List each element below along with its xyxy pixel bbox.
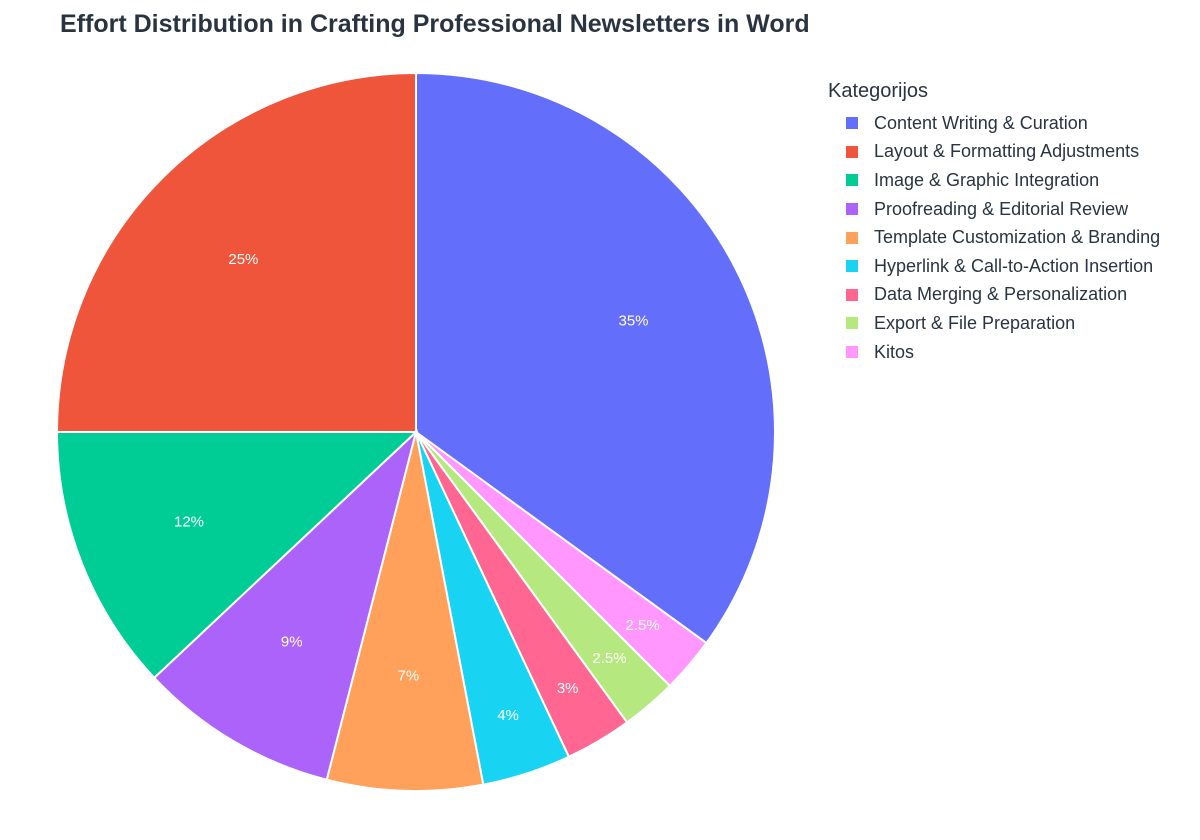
slice-label-kitos: 2.5%	[625, 617, 659, 634]
slice-label-hyperlink-and-call-to-action-insertion: 4%	[497, 707, 519, 724]
legend-swatch	[846, 145, 858, 158]
legend-swatch	[846, 174, 858, 187]
chart-title: Effort Distribution in Crafting Professi…	[60, 10, 810, 38]
legend-label: Hyperlink & Call-to-Action Insertion	[874, 255, 1154, 276]
legend-item-proofreading-and-editorial-review[interactable]: Proofreading & Editorial Review	[828, 195, 1198, 224]
slice-label-layout-and-formatting-adjustments: 25%	[228, 251, 258, 268]
legend-item-hyperlink-and-call-to-action-insertion[interactable]: Hyperlink & Call-to-Action Insertion	[828, 252, 1198, 281]
legend-swatch	[846, 117, 858, 130]
pie-slice-image-and-graphic-integration	[55, 431, 419, 680]
pie-slice-proofreading-and-editorial-review	[152, 428, 418, 781]
legend: Kategorijos Content Writing & Curation La…	[828, 80, 1198, 366]
legend-item-layout-and-formatting-adjustments[interactable]: Layout & Formatting Adjustments	[828, 138, 1198, 167]
legend-label: Data Merging & Personalization	[874, 284, 1128, 305]
pie-slice-template-customization-and-branding	[325, 431, 485, 792]
legend-item-data-merging-and-personalization[interactable]: Data Merging & Personalization	[828, 281, 1198, 310]
pie-slice-layout-and-formatting-adjustments	[55, 71, 417, 433]
slice-label-proofreading-and-editorial-review: 9%	[281, 634, 303, 651]
legend-label: Layout & Formatting Adjustments	[874, 141, 1140, 162]
legend-item-kitos[interactable]: Kitos	[828, 338, 1198, 367]
legend-label: Image & Graphic Integration	[874, 169, 1100, 190]
legend-swatch	[846, 317, 858, 330]
legend-swatch	[846, 288, 858, 301]
pie-chart: 35% 2.5% 2.5% 3% 4% 7% 9% 12% 25%	[55, 71, 776, 792]
slice-label-data-merging-and-personalization: 3%	[557, 680, 579, 697]
slice-label-image-and-graphic-integration: 12%	[174, 513, 204, 530]
slice-label-export-and-file-preparation: 2.5%	[592, 650, 626, 667]
legend-swatch	[846, 231, 858, 244]
legend-items: Content Writing & Curation Layout & Forma…	[828, 109, 1198, 366]
legend-item-image-and-graphic-integration[interactable]: Image & Graphic Integration	[828, 166, 1198, 195]
slice-label-content-writing-and-curation: 35%	[618, 313, 648, 330]
legend-item-export-and-file-preparation[interactable]: Export & File Preparation	[828, 309, 1198, 338]
legend-label: Proofreading & Editorial Review	[874, 198, 1129, 219]
legend-label: Export & File Preparation	[874, 312, 1076, 333]
legend-swatch	[846, 346, 858, 359]
legend-item-template-customization-and-branding[interactable]: Template Customization & Branding	[828, 223, 1198, 252]
legend-swatch	[846, 203, 858, 216]
legend-item-content-writing-and-curation[interactable]: Content Writing & Curation	[828, 109, 1198, 138]
pie-slice-content-writing-and-curation	[415, 71, 776, 645]
slice-label-template-customization-and-branding: 7%	[397, 667, 419, 684]
legend-title: Kategorijos	[828, 80, 929, 102]
legend-swatch	[846, 260, 858, 273]
legend-label: Template Customization & Branding	[874, 227, 1161, 248]
legend-label: Kitos	[874, 341, 915, 362]
legend-label: Content Writing & Curation	[874, 112, 1088, 133]
